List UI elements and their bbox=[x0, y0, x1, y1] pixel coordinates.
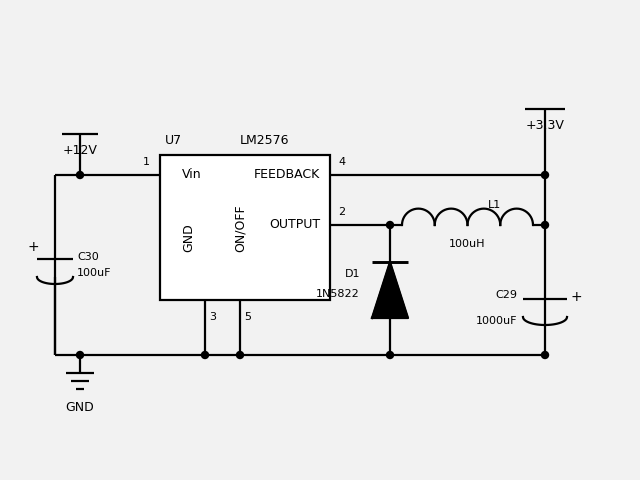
Circle shape bbox=[387, 351, 394, 359]
Circle shape bbox=[387, 221, 394, 228]
Text: 2: 2 bbox=[338, 207, 345, 217]
Bar bbox=[160, 155, 330, 300]
Text: +12V: +12V bbox=[63, 144, 97, 157]
Circle shape bbox=[77, 351, 83, 359]
Text: D1: D1 bbox=[344, 269, 360, 279]
Circle shape bbox=[541, 171, 548, 179]
Polygon shape bbox=[372, 262, 408, 318]
Text: 100uF: 100uF bbox=[77, 268, 111, 278]
Text: 1N5822: 1N5822 bbox=[316, 289, 360, 299]
Circle shape bbox=[237, 351, 243, 359]
Text: 5: 5 bbox=[244, 312, 251, 322]
Text: 4: 4 bbox=[338, 157, 345, 167]
Text: +: + bbox=[27, 240, 39, 254]
Circle shape bbox=[77, 171, 83, 179]
Circle shape bbox=[202, 351, 209, 359]
Text: FEEDBACK: FEEDBACK bbox=[253, 168, 320, 181]
Text: C29: C29 bbox=[495, 290, 517, 300]
Text: L1: L1 bbox=[488, 200, 500, 210]
Text: 1000uF: 1000uF bbox=[476, 316, 517, 326]
Text: U7: U7 bbox=[165, 134, 182, 147]
Circle shape bbox=[541, 351, 548, 359]
Text: C30: C30 bbox=[77, 252, 99, 262]
Text: 1: 1 bbox=[143, 157, 150, 167]
Text: OUTPUT: OUTPUT bbox=[269, 218, 320, 231]
Text: +: + bbox=[571, 290, 582, 304]
Circle shape bbox=[541, 221, 548, 228]
Text: GND: GND bbox=[182, 224, 195, 252]
Text: Vin: Vin bbox=[182, 168, 202, 181]
Text: 100uH: 100uH bbox=[449, 239, 486, 249]
Text: LM2576: LM2576 bbox=[240, 134, 289, 147]
Text: 3: 3 bbox=[209, 312, 216, 322]
Text: GND: GND bbox=[66, 401, 94, 414]
Text: +3.3V: +3.3V bbox=[525, 119, 564, 132]
Text: ON/OFF: ON/OFF bbox=[234, 204, 246, 252]
